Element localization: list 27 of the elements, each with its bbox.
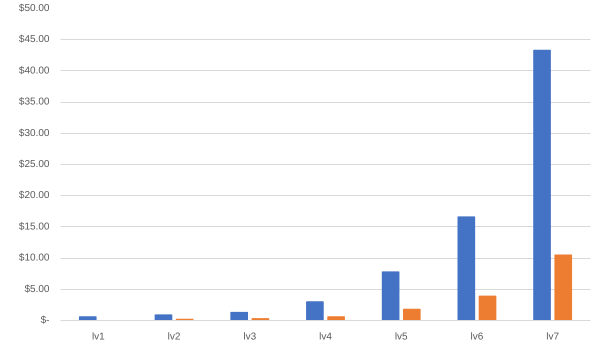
y-tick-label: $50.00 (18, 3, 50, 14)
x-tick-label: lv6 (470, 332, 484, 342)
x-tick-label: lv2 (168, 332, 181, 342)
bar (478, 296, 496, 320)
x-tick-label: lv7 (546, 332, 560, 342)
y-tick-label: $45.00 (18, 34, 50, 46)
y-tick-label: $25.00 (18, 159, 50, 170)
y-tick-label: $10.00 (18, 252, 50, 264)
x-tick-label: lv1 (92, 332, 106, 342)
y-tick-label: $15.00 (18, 221, 50, 232)
x-tick-label: lv4 (319, 332, 332, 342)
y-tick-label: $40.00 (18, 65, 50, 76)
y-tick-label: $20.00 (18, 190, 50, 202)
y-tick-label: $30.00 (18, 128, 50, 139)
bar (306, 301, 324, 320)
y-tick-label: $5.00 (24, 284, 50, 295)
bar (154, 314, 172, 320)
x-tick-label: lv5 (394, 332, 408, 342)
bar (382, 271, 400, 320)
y-tick-label: $35.00 (18, 96, 50, 108)
bar (533, 50, 551, 320)
y-tick-label: $- (40, 315, 50, 326)
bar (554, 254, 572, 320)
bar (402, 308, 421, 320)
x-tick-label: lv3 (243, 332, 257, 342)
bar (230, 312, 248, 320)
bar (458, 216, 476, 320)
